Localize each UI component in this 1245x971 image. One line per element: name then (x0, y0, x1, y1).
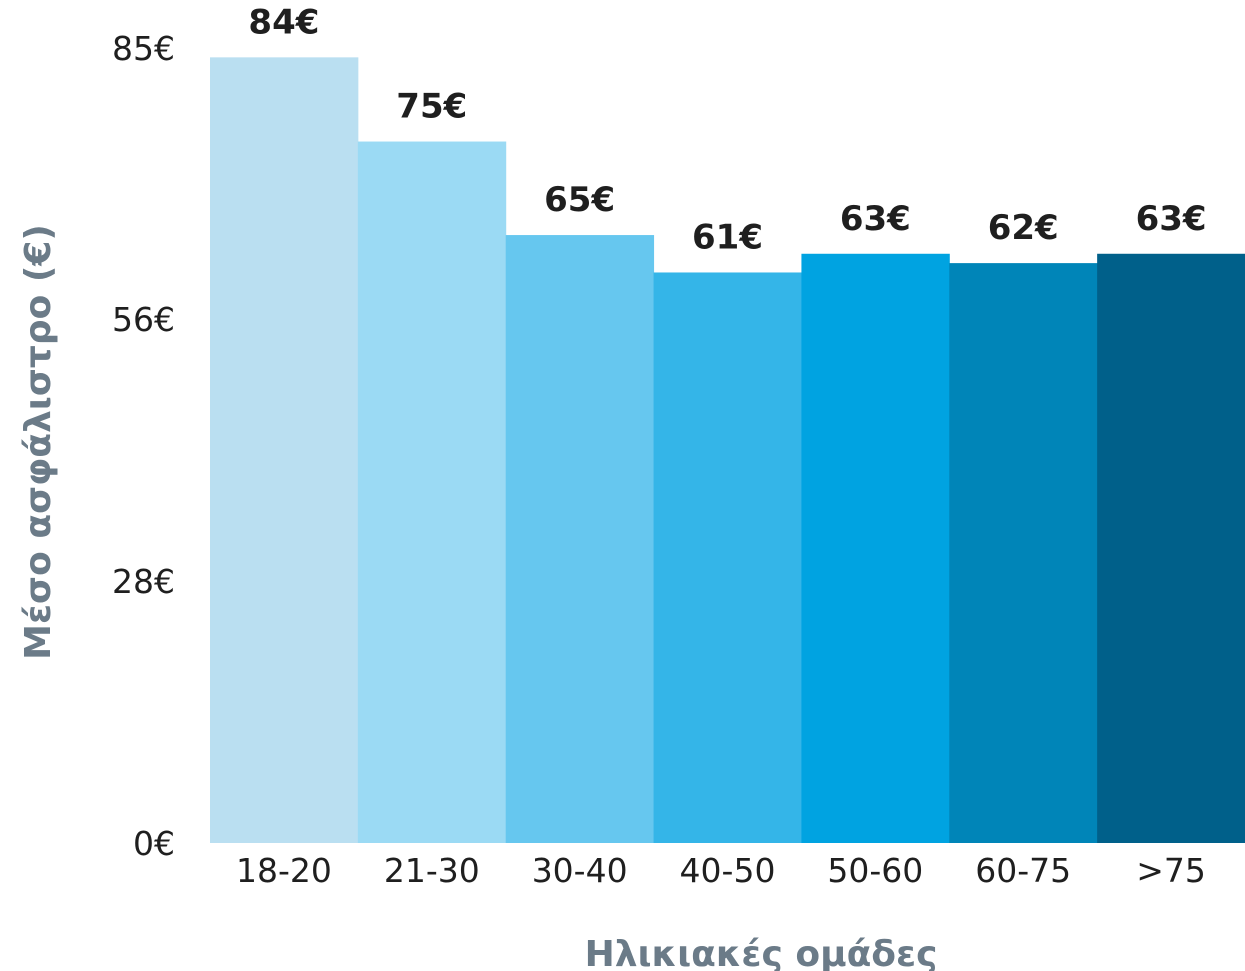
y-tick-label-0: 0€ (133, 824, 175, 863)
y-tick-label-85: 85€ (112, 29, 175, 68)
y-axis-ticks: 0€ 28€ 56€ 85€ (112, 29, 175, 863)
x-axis-ticks: 18-20 21-30 30-40 40-50 50-60 60-75 >75 (236, 851, 1206, 890)
bar-21-30 (357, 141, 507, 843)
bars (210, 57, 1245, 843)
x-tick-label-40-50: 40-50 (680, 851, 776, 890)
data-label-50-60: 63€ (840, 199, 911, 239)
data-label-18-20: 84€ (248, 2, 319, 42)
x-tick-label-21-30: 21-30 (384, 851, 480, 890)
bar-50-60 (801, 253, 950, 843)
data-label-40-50: 61€ (692, 217, 763, 257)
y-tick-label-28: 28€ (112, 562, 175, 601)
x-tick-label-18-20: 18-20 (236, 851, 332, 890)
data-label-30-40: 65€ (544, 180, 615, 220)
bar-18-20 (210, 57, 359, 843)
x-tick-label-30-40: 30-40 (532, 851, 628, 890)
y-axis-title: Μέσο ασφάλιστρο (€) (18, 224, 59, 660)
bar->75 (1097, 253, 1245, 843)
bar-30-40 (505, 235, 655, 843)
data-labels: 84€ 75€ 65€ 61€ 63€ 62€ 63€ (248, 2, 1206, 257)
x-axis-title: Ηλικιακές ομάδες (585, 934, 938, 971)
x-tick-label-60-75: 60-75 (975, 851, 1071, 890)
x-tick-label->75: >75 (1136, 851, 1206, 890)
bar-60-75 (949, 263, 1098, 843)
data-label-21-30: 75€ (396, 87, 467, 127)
bar-40-50 (653, 272, 802, 843)
x-tick-label-50-60: 50-60 (827, 851, 923, 890)
data-label-60-75: 62€ (988, 208, 1059, 248)
y-tick-label-56: 56€ (112, 300, 175, 339)
data-label->75: 63€ (1136, 199, 1207, 239)
